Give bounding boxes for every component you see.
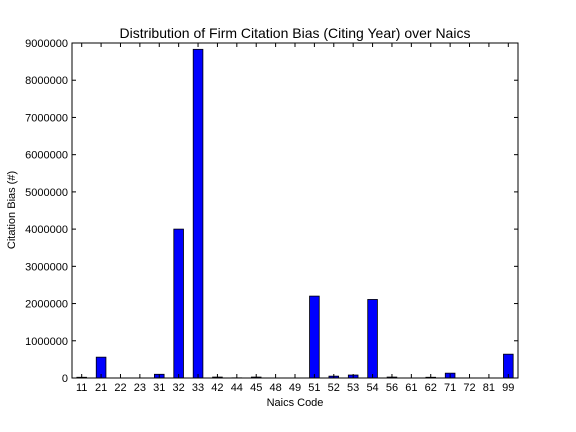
plot-frame xyxy=(72,43,518,378)
x-axis-label: Naics Code xyxy=(267,397,324,409)
x-tick-label-32: 32 xyxy=(173,382,185,394)
x-tick-label-71: 71 xyxy=(444,382,456,394)
x-tick-label-42: 42 xyxy=(211,382,223,394)
x-tick-label-11: 11 xyxy=(76,382,87,394)
y-tick-label-2: 2000000 xyxy=(25,299,68,311)
y-tick-label-7: 7000000 xyxy=(25,112,68,124)
y-axis-label: Citation Bias (#) xyxy=(6,171,18,249)
y-tick-label-5: 5000000 xyxy=(25,187,68,199)
bar-51 xyxy=(310,296,320,378)
x-tick-label-45: 45 xyxy=(250,382,262,394)
x-tick-label-31: 31 xyxy=(153,382,165,394)
y-tick-label-6: 6000000 xyxy=(25,150,68,162)
bars-group xyxy=(77,49,513,378)
y-tick-label-1: 1000000 xyxy=(25,336,68,348)
x-tick-label-23: 23 xyxy=(134,382,146,394)
bar-32 xyxy=(174,229,184,378)
x-tick-label-62: 62 xyxy=(425,382,437,394)
x-tick-label-49: 49 xyxy=(289,382,301,394)
ticks-group: 11 21 22 23 31 32 33 42 44 45 48 49 51 52 53 54 56 61 62 71… xyxy=(25,38,518,394)
chart-title: Distribution of Firm Citation Bias (Citi… xyxy=(120,25,471,41)
x-tick-label-22: 22 xyxy=(114,382,126,394)
y-tick-label-8: 8000000 xyxy=(25,75,68,87)
x-tick-label-33: 33 xyxy=(192,382,204,394)
y-tick-label-0: 0 xyxy=(62,373,68,385)
x-tick-label-54: 54 xyxy=(366,382,378,394)
y-tick-label-3: 3000000 xyxy=(25,261,68,273)
x-tick-label-56: 56 xyxy=(386,382,398,394)
x-tick-label-53: 53 xyxy=(347,382,359,394)
x-tick-label-72: 72 xyxy=(463,382,475,394)
x-tick-label-99: 99 xyxy=(502,382,514,394)
x-tick-label-81: 81 xyxy=(483,382,495,394)
x-tick-label-48: 48 xyxy=(269,382,281,394)
x-tick-label-21: 21 xyxy=(95,382,107,394)
x-tick-label-61: 61 xyxy=(405,382,417,394)
bar-33 xyxy=(193,49,203,378)
y-tick-label-4: 4000000 xyxy=(25,224,68,236)
x-tick-label-51: 51 xyxy=(308,382,320,394)
x-tick-label-44: 44 xyxy=(231,382,243,394)
x-tick-label-52: 52 xyxy=(328,382,340,394)
y-tick-label-9: 9000000 xyxy=(25,38,68,50)
bar-54 xyxy=(368,299,378,378)
